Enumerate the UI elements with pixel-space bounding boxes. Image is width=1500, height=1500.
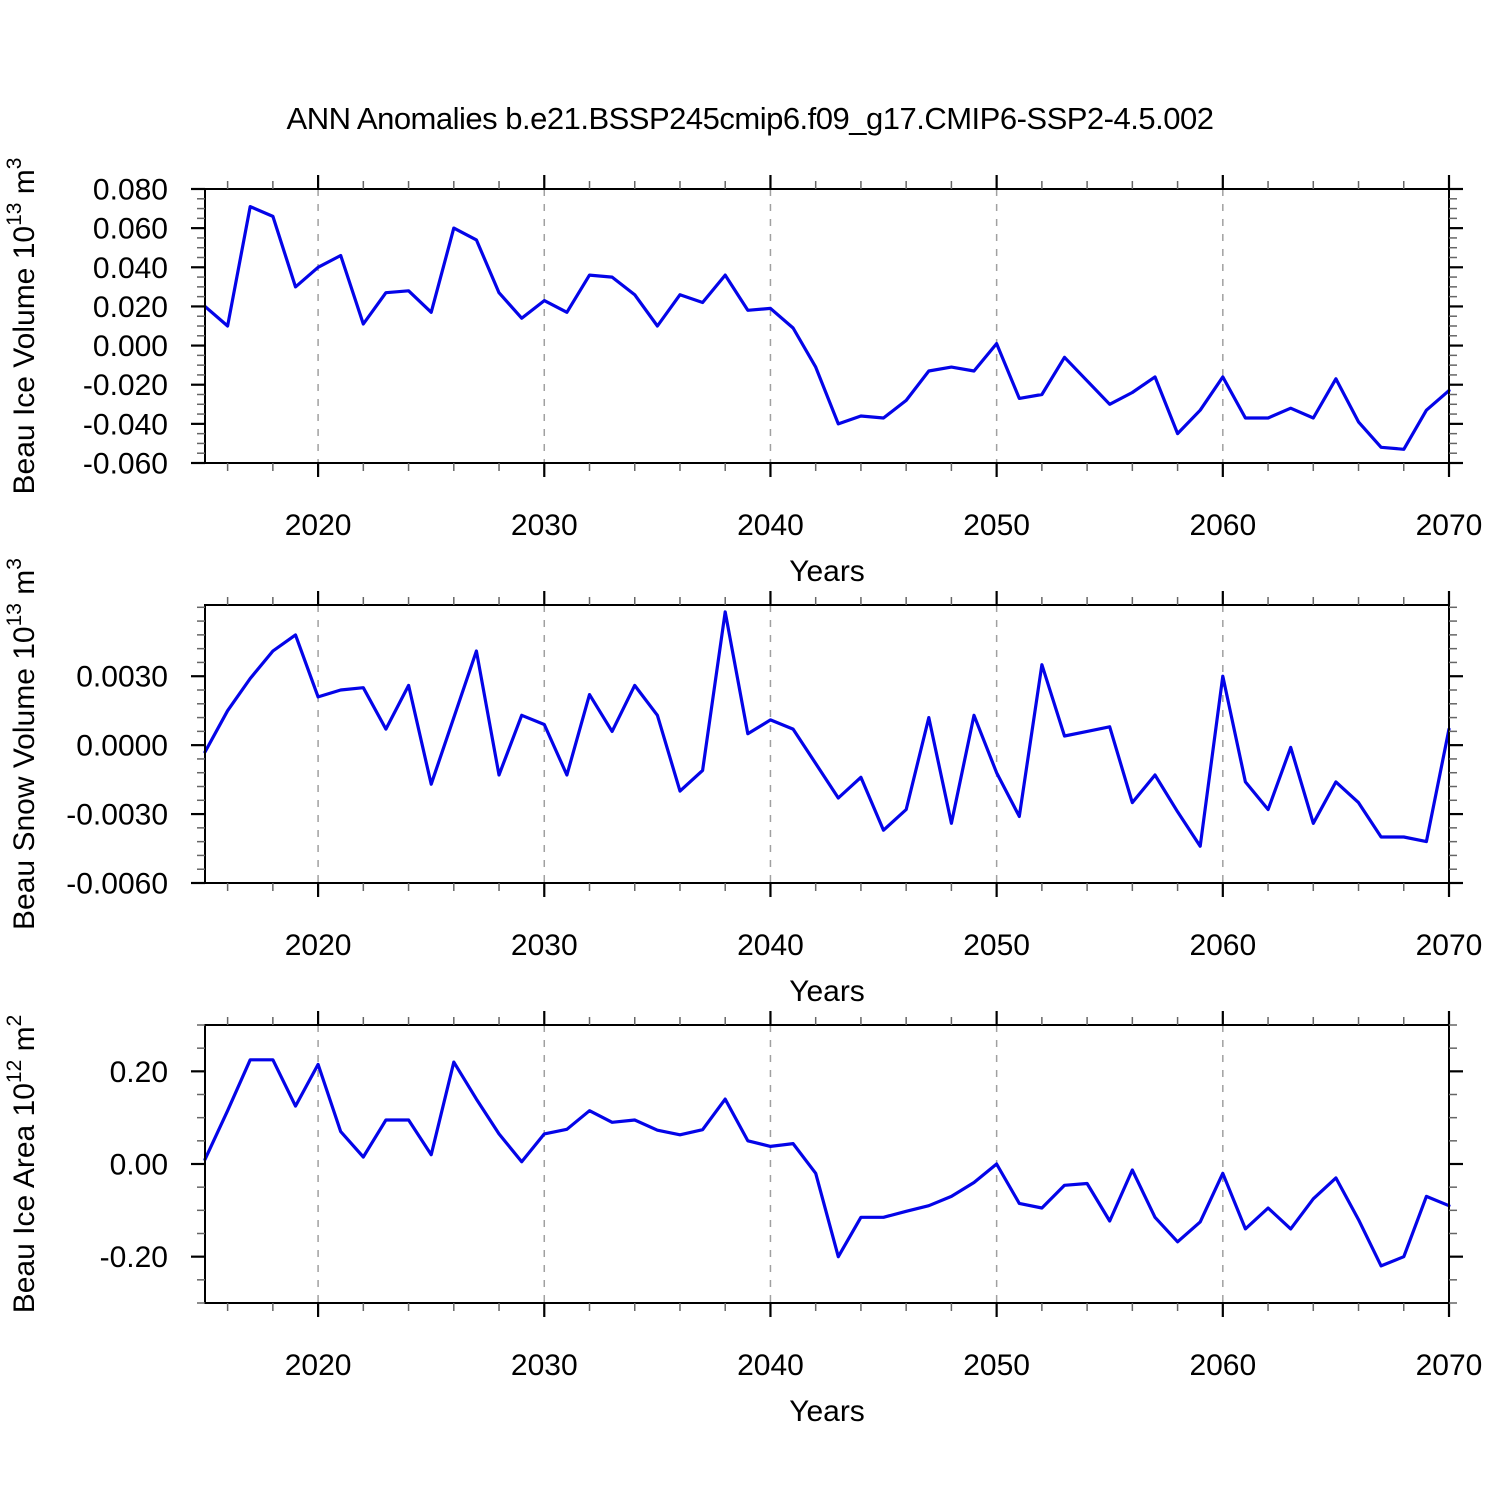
x-tick-label: 2060 [1189, 929, 1256, 962]
chart-title: ANN Anomalies b.e21.BSSP245cmip6.f09_g17… [286, 101, 1214, 136]
x-tick-label: 2070 [1416, 929, 1483, 962]
beau-ice-area-series-line [203, 1058, 1451, 1268]
y-tick-label: -0.20 [100, 1241, 168, 1274]
x-axis-title: Years [789, 555, 865, 588]
y-axis-title: Beau Ice Volume 1013 m3 [3, 158, 41, 495]
axis-box [204, 1024, 1450, 1304]
y-tick-label: -0.0060 [66, 868, 168, 901]
x-tick-label: 2020 [285, 509, 352, 542]
y-axis-title: Beau Snow Volume 1013 m3 [3, 558, 41, 930]
y-tick-label: 0.060 [93, 213, 168, 246]
y-tick-label: 0.000 [93, 330, 168, 363]
panel-beau-ice-volume: 2020 2030 2040 2050 2060 2070 Years 0.080 0.060 0… [3, 158, 1482, 588]
x-tick-label: 2020 [285, 929, 352, 962]
x-tick-label: 2060 [1189, 1349, 1256, 1382]
y-axis-title: Beau Ice Area 1012 m2 [3, 1015, 41, 1314]
x-axis-title: Years [789, 975, 865, 1008]
y-tick-label: 0.20 [110, 1056, 168, 1089]
x-tick-label: 2070 [1416, 509, 1483, 542]
y-tick-label: -0.060 [83, 448, 168, 481]
x-tick-label: 2030 [511, 929, 578, 962]
y-tick-label: -0.0030 [66, 799, 168, 832]
x-tick-label: 2030 [511, 509, 578, 542]
x-axis-title: Years [789, 1395, 865, 1428]
x-tick-label: 2070 [1416, 1349, 1483, 1382]
x-tick-label: 2020 [285, 1349, 352, 1382]
x-tick-label: 2050 [963, 1349, 1030, 1382]
x-tick-label: 2040 [737, 1349, 804, 1382]
y-tick-label: 0.0030 [76, 661, 168, 694]
y-tick-label: 0.0000 [76, 730, 168, 763]
axis-box [204, 604, 1450, 884]
x-tick-label: 2050 [963, 929, 1030, 962]
y-tick-label: 0.080 [93, 174, 168, 207]
y-tick-label: 0.00 [110, 1149, 168, 1182]
x-tick-label: 2050 [963, 509, 1030, 542]
beau-ice-volume-series-line [203, 205, 1451, 451]
beau-snow-volume-series-line [203, 610, 1451, 848]
panel-beau-ice-area: 2020 2030 2040 2050 2060 2070 Years 0.20 0.00 -0.… [3, 1011, 1482, 1428]
y-tick-label: 0.020 [93, 291, 168, 324]
panel-beau-snow-volume: 2020 2030 2040 2050 2060 2070 Years 0.0030 0.000… [3, 558, 1482, 1008]
axis-box [204, 188, 1450, 464]
y-tick-label: -0.020 [83, 369, 168, 402]
y-tick-label: -0.040 [83, 408, 168, 441]
x-tick-label: 2060 [1189, 509, 1256, 542]
x-tick-label: 2040 [737, 509, 804, 542]
y-tick-label: 0.040 [93, 252, 168, 285]
x-tick-label: 2030 [511, 1349, 578, 1382]
x-tick-label: 2040 [737, 929, 804, 962]
